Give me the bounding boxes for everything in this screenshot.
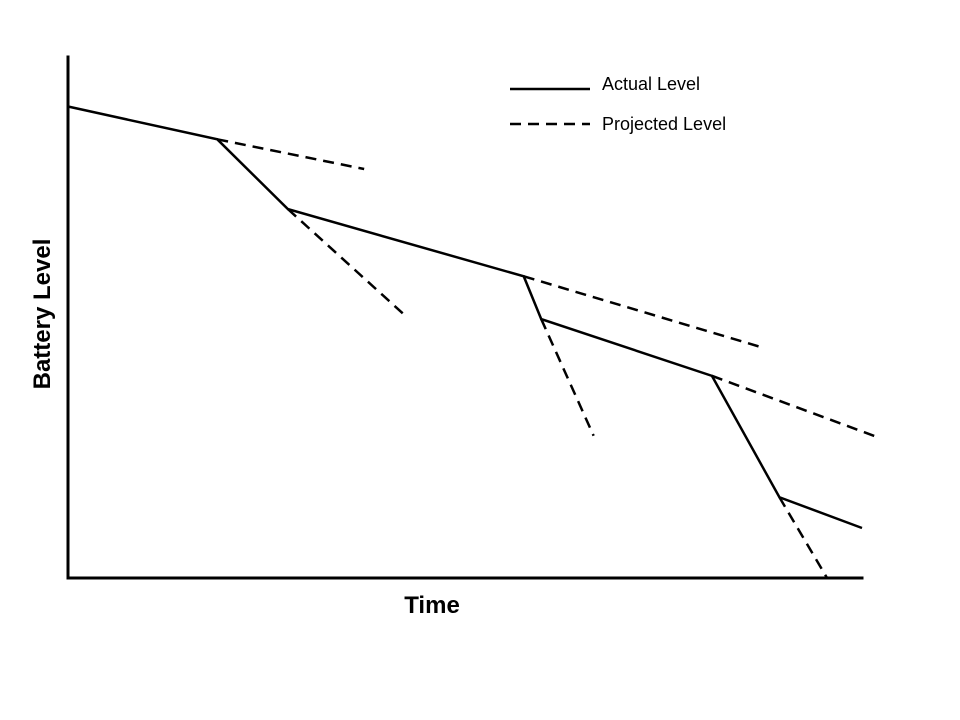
projected-level-segment-4	[540, 318, 595, 437]
legend-label-projected: Projected Level	[602, 114, 726, 134]
legend: Actual Level Projected Level	[510, 74, 726, 134]
projected-level-segment-5	[711, 374, 880, 440]
projected-level-segment-1	[217, 138, 365, 171]
plot-area	[67, 105, 880, 579]
projected-level-segment-3	[523, 275, 760, 348]
y-axis-title: Battery Level	[29, 239, 56, 390]
projected-level-segment-6	[778, 496, 829, 579]
legend-label-actual: Actual Level	[602, 74, 700, 94]
x-axis-title: Time	[404, 592, 460, 619]
projected-level-segment-2	[287, 208, 405, 316]
series-line-actual-level	[67, 105, 863, 530]
